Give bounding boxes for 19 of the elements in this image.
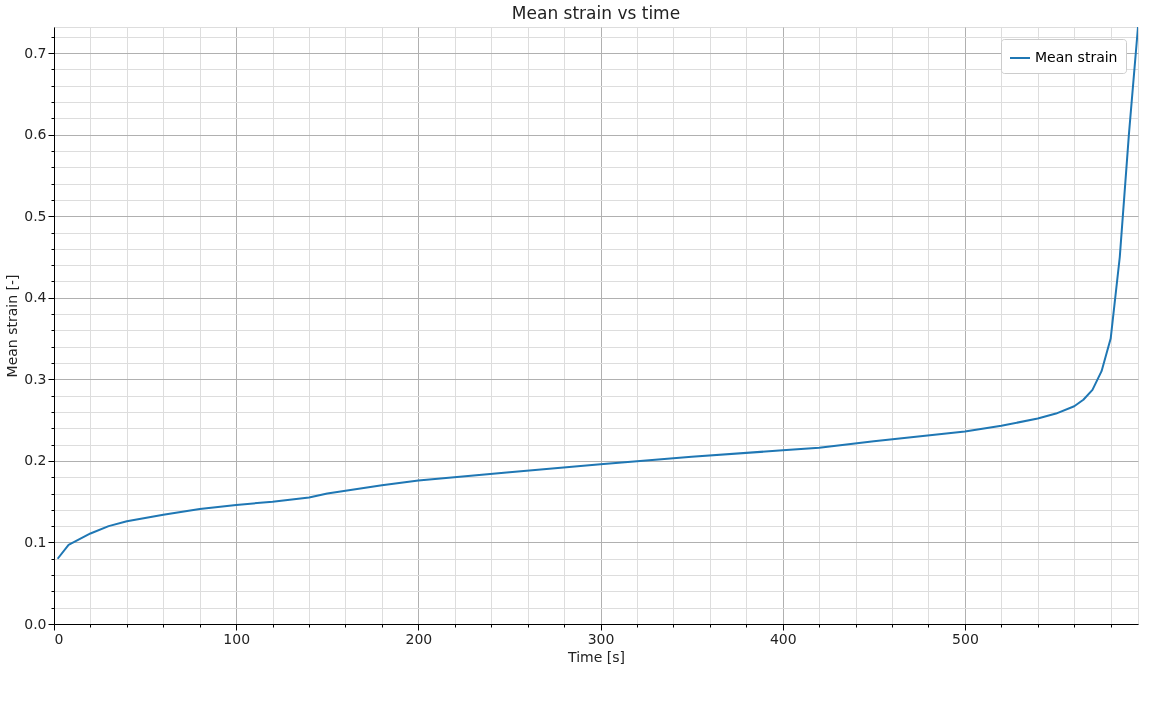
y-tick-label: 0.5 <box>24 207 47 224</box>
y-tick-label: 0.0 <box>24 615 47 632</box>
y-tick-label: 0.1 <box>24 533 47 550</box>
chart-title: Mean strain vs time <box>511 3 681 23</box>
x-axis-title: Time [s] <box>567 648 625 665</box>
x-tick-label: 400 <box>769 630 797 647</box>
x-tick-label: 500 <box>952 630 979 647</box>
y-axis-title: Mean strain [-] <box>4 274 21 378</box>
x-tick-label: 0 <box>54 630 64 647</box>
y-tick-label: 0.2 <box>24 452 47 469</box>
y-tick-label: 0.3 <box>24 370 47 387</box>
x-tick-label: 100 <box>223 630 251 647</box>
legend-label: Mean strain <box>1035 49 1118 65</box>
x-tick-label: 300 <box>587 630 615 647</box>
line-series <box>56 27 1138 560</box>
y-tick-label: 0.6 <box>24 126 47 143</box>
x-tick-label: 200 <box>405 630 433 647</box>
y-tick-label: 0.4 <box>24 289 47 306</box>
y-tick-label: 0.7 <box>24 44 47 61</box>
